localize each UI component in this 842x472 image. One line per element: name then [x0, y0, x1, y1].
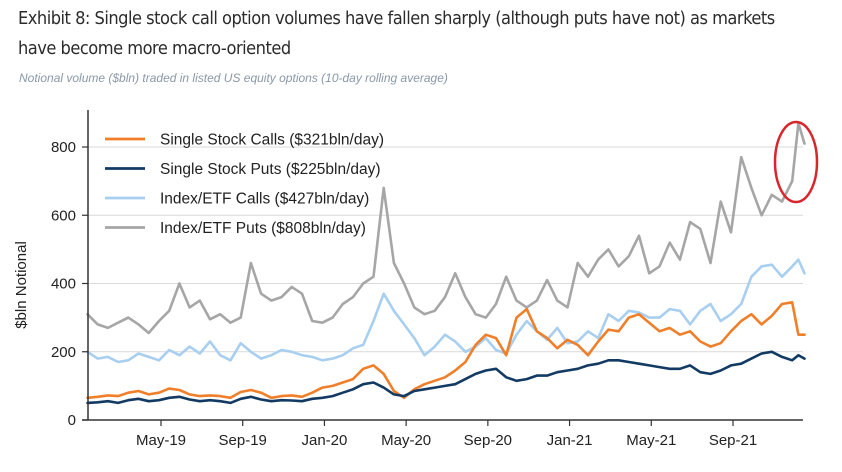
y-tick-label: 400: [51, 276, 76, 293]
series-line-index-etf-puts: [86, 121, 806, 335]
legend: Single Stock Calls ($321bln/day) Single S…: [105, 132, 384, 237]
x-tick-label: May-20: [381, 432, 431, 449]
highlight-circle: [773, 120, 819, 204]
x-tick-label: Sep-19: [219, 432, 267, 449]
gridlines: [88, 146, 803, 353]
series-line-single-stock-puts: [86, 350, 806, 405]
legend-item: Single Stock Puts ($225bln/day): [105, 161, 381, 178]
series-line-index-etf-calls: [86, 258, 806, 364]
x-tick-label: Sep-20: [464, 432, 512, 449]
chart-subtitle: Notional volume ($bln) traded in listed …: [19, 71, 448, 85]
legend-item: Index/ETF Puts ($808bln/day): [105, 220, 366, 237]
y-tick-label: 200: [51, 344, 76, 361]
y-tick-label: 600: [51, 207, 76, 224]
legend-item: Index/ETF Calls ($427bln/day): [105, 191, 369, 208]
series-line-single-stock-calls: [86, 300, 806, 400]
y-axis-title: $bln Notional: [13, 241, 30, 329]
x-tick-label: May-21: [626, 432, 676, 449]
legend-label: Single Stock Calls ($321bln/day): [160, 132, 384, 149]
legend-item: Single Stock Calls ($321bln/day): [105, 132, 384, 149]
axes: 0 200 400 600 800 May-19 Sep-19 Jan-20 May-20 Sep…: [51, 110, 803, 449]
x-tick-label: Sep-21: [709, 432, 757, 449]
y-tick-label: 0: [68, 412, 76, 429]
series-lines: [86, 121, 806, 405]
chart-title: Exhibit 8: Single stock call option volu…: [18, 9, 775, 59]
x-tick-label: May-19: [136, 432, 186, 449]
x-tick-label: Jan-21: [547, 432, 593, 449]
legend-label: Single Stock Puts ($225bln/day): [160, 161, 381, 178]
legend-label: Index/ETF Calls ($427bln/day): [160, 191, 369, 208]
x-tick-label: Jan-20: [301, 432, 347, 449]
y-tick-label: 800: [51, 139, 76, 156]
legend-label: Index/ETF Puts ($808bln/day): [160, 220, 366, 237]
